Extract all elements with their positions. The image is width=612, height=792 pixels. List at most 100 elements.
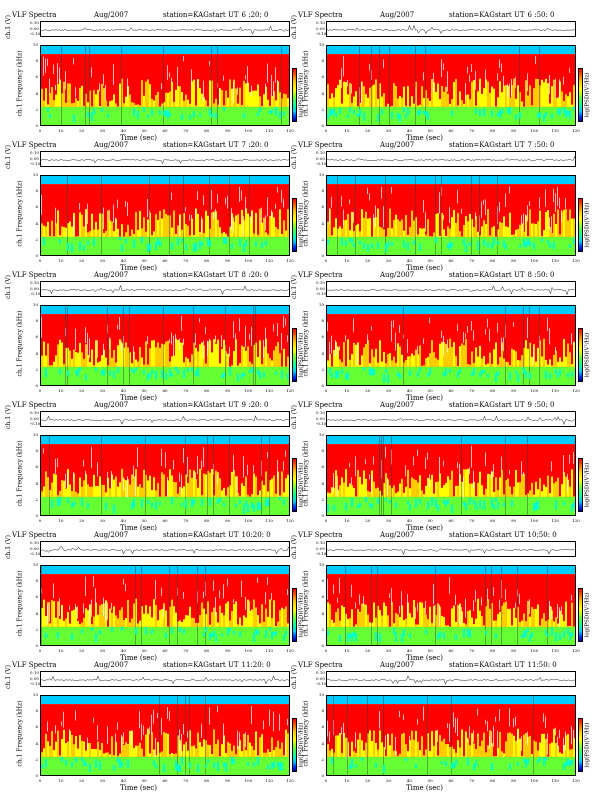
spectrogram-streak bbox=[181, 229, 183, 237]
spectrogram-speckle bbox=[475, 589, 476, 602]
x-tick-label: 10 bbox=[344, 518, 350, 523]
x-tick-label: 70 bbox=[469, 128, 475, 133]
spectrogram-streak bbox=[547, 475, 549, 497]
spectrogram-streak bbox=[483, 625, 485, 627]
spectrogram-speckle bbox=[453, 712, 454, 728]
spectrogram-speckle bbox=[565, 731, 566, 751]
spectrogram-streak bbox=[245, 208, 247, 237]
spectrogram-sferic bbox=[371, 566, 372, 645]
spectrogram-speckle bbox=[525, 214, 526, 222]
spectrogram-streak bbox=[51, 86, 53, 107]
spectrogram-speckle bbox=[287, 718, 288, 726]
spectrogram-streak bbox=[471, 617, 473, 627]
spectrogram-streak bbox=[351, 354, 353, 367]
spectrogram-streak bbox=[393, 485, 395, 497]
spectrogram-streak bbox=[85, 474, 87, 497]
spectrogram-streak bbox=[107, 365, 109, 367]
spectrogram-streak bbox=[203, 739, 205, 757]
spectrogram-streak bbox=[129, 352, 131, 367]
x-tick-label: 0 bbox=[324, 648, 328, 653]
spectrogram-speckle bbox=[519, 593, 520, 605]
spectrogram-patch bbox=[501, 108, 503, 115]
start-label: start UT bbox=[495, 271, 525, 279]
spectrogram-streak bbox=[249, 216, 251, 237]
spectrogram-speckle bbox=[47, 58, 48, 66]
spectrogram-streak bbox=[501, 222, 503, 237]
spectrogram-patch bbox=[399, 113, 401, 122]
spectrogram-streak bbox=[207, 215, 209, 237]
waveform-tick-label: -0.10 bbox=[316, 161, 327, 166]
y-tick-label: 6 bbox=[35, 724, 38, 730]
spectrogram-speckle bbox=[463, 331, 464, 343]
spectrogram-streak bbox=[433, 352, 435, 367]
spectrogram-patch bbox=[127, 759, 129, 769]
waveform-tick-label: -0.10 bbox=[316, 421, 327, 426]
spectrogram-speckle bbox=[425, 212, 426, 232]
spectrogram-streak bbox=[519, 738, 521, 757]
spectrogram-streak bbox=[81, 622, 83, 627]
spectrogram-patch bbox=[169, 112, 171, 116]
spectrogram-streak bbox=[539, 210, 541, 237]
spectrogram-streak bbox=[511, 348, 513, 367]
frequency-axis-text: ch.1Frequency (kHz) bbox=[303, 180, 310, 246]
panel-title: VLF Spectra bbox=[12, 271, 57, 279]
spectrogram-streak bbox=[125, 618, 127, 627]
spectrogram-speckle bbox=[341, 196, 342, 207]
spectrogram-speckle bbox=[167, 65, 168, 80]
spectrogram-streak bbox=[135, 104, 137, 107]
spectrogram-streak bbox=[441, 741, 443, 757]
spectrogram-patch bbox=[551, 113, 553, 119]
x-tick-label: 10 bbox=[344, 778, 350, 783]
spectrogram-patch bbox=[503, 240, 505, 248]
spectrogram-streak bbox=[497, 490, 499, 497]
spectrogram-streak bbox=[257, 495, 259, 497]
spectrogram-streak bbox=[423, 607, 425, 627]
spectrogram-patch bbox=[443, 499, 445, 504]
spectrogram-streak bbox=[335, 612, 337, 627]
spectrogram-speckle bbox=[113, 204, 114, 223]
spectrogram-speckle bbox=[261, 207, 262, 224]
spectrogram-streak bbox=[137, 745, 139, 757]
spectrogram-patch bbox=[233, 630, 235, 635]
x-tick-label: 30 bbox=[99, 258, 106, 263]
spectrogram-patch bbox=[515, 114, 517, 120]
spectrogram-streak bbox=[415, 349, 417, 367]
spectrogram-streak bbox=[69, 350, 71, 367]
spectrogram-speckle bbox=[67, 472, 68, 489]
spectrogram-streak bbox=[553, 213, 555, 237]
spectrogram-streak bbox=[77, 620, 79, 627]
spectrogram-streak bbox=[251, 363, 253, 367]
spectrogram-speckle bbox=[277, 187, 278, 193]
spectrogram-streak bbox=[49, 745, 51, 757]
spectrogram-streak bbox=[475, 105, 477, 107]
spectrogram-streak bbox=[269, 105, 271, 107]
x-tick-label: 80 bbox=[490, 258, 496, 263]
waveform-axis-label: ch.1 (V) bbox=[291, 535, 298, 559]
spectrogram-speckle bbox=[123, 732, 124, 745]
spectrogram-patch bbox=[265, 240, 267, 246]
spectrogram-streak bbox=[281, 607, 283, 627]
spectrogram-streak bbox=[491, 364, 493, 367]
spectrogram-streak bbox=[341, 362, 343, 367]
y-tick-label: 10 bbox=[32, 562, 38, 567]
spectrogram-plot bbox=[326, 695, 576, 776]
x-tick-label: 40 bbox=[120, 518, 126, 523]
spectrogram-sferic bbox=[371, 46, 372, 125]
spectrogram-patch bbox=[71, 503, 73, 508]
spectrogram-streak bbox=[117, 756, 119, 757]
spectrogram-patch bbox=[99, 761, 101, 770]
spectrogram-speckle bbox=[363, 596, 364, 607]
spectrogram-patch bbox=[243, 372, 245, 376]
spectrogram-patch bbox=[181, 238, 183, 242]
waveform-svg bbox=[327, 24, 577, 35]
x-tick-label: 110 bbox=[551, 648, 559, 653]
spectrogram-sferic bbox=[345, 566, 346, 645]
spectrogram-streak bbox=[171, 227, 173, 237]
spectrogram-speckle bbox=[561, 606, 562, 618]
spectrogram-streak bbox=[93, 748, 95, 757]
spectrogram-streak bbox=[67, 347, 69, 367]
spectrogram-streak bbox=[221, 90, 223, 107]
spectrogram-patch bbox=[341, 237, 343, 246]
spectrogram-speckle bbox=[331, 335, 332, 354]
spectrogram-patch bbox=[229, 627, 231, 632]
